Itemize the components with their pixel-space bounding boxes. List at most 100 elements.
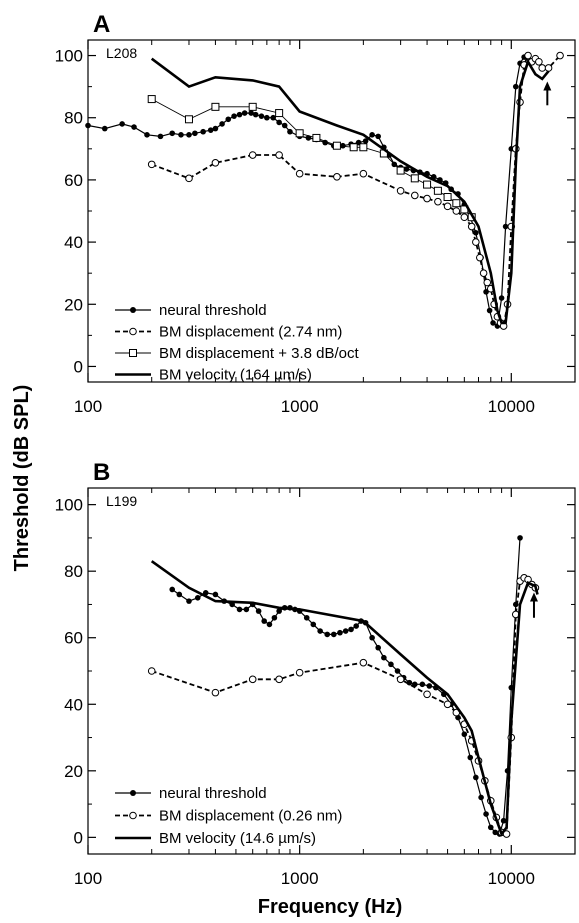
series-neural-threshold-point xyxy=(255,608,262,614)
y-tick-label: 60 xyxy=(64,171,83,190)
legend-label: BM displacement + 3.8 dB/oct xyxy=(159,345,360,362)
series-bm-displacement-2-74-nm-point xyxy=(423,194,431,203)
series-bm-velocity-164-m-s-line xyxy=(150,57,550,325)
series-neural-threshold-point xyxy=(236,606,243,613)
legend-label: BM velocity (164 µm/s) xyxy=(159,367,312,384)
series-bm-displacement-0-26-nm-point xyxy=(248,675,257,684)
series-neural-threshold-point xyxy=(207,127,214,133)
series-neural-threshold-point xyxy=(212,591,219,598)
series-neural-threshold-point xyxy=(340,142,346,149)
series-neural-threshold-point xyxy=(512,83,519,90)
legend-marker xyxy=(129,811,137,820)
series-neural-threshold-point xyxy=(169,130,176,137)
legend-marker xyxy=(130,307,136,313)
y-tick-label: 80 xyxy=(64,562,83,581)
series-neural-threshold-point xyxy=(478,794,484,801)
series-neural-threshold-point xyxy=(330,631,337,638)
series-neural-threshold-point xyxy=(348,626,354,633)
series-neural-threshold-point xyxy=(178,132,184,138)
y-tick-label: 100 xyxy=(55,47,83,66)
series-bm-displacement-0-26-nm-point xyxy=(275,675,283,684)
series-bm-displacement-2-74-nm-point xyxy=(476,253,484,262)
series-neural-threshold-point xyxy=(186,132,192,138)
series-bm-displacement-2-74-nm-point xyxy=(443,202,452,211)
series-neural-threshold-point xyxy=(186,598,192,604)
y-tick-label: 80 xyxy=(64,109,83,128)
series-neural-threshold-point xyxy=(342,628,349,634)
series-bm-displacement-3-8-db-oct-point xyxy=(184,115,193,124)
series-neural-threshold-point xyxy=(271,614,278,621)
series-neural-threshold-point xyxy=(219,121,225,127)
series-neural-threshold-point xyxy=(157,133,164,140)
legend-label: BM displacement (0.26 nm) xyxy=(159,808,342,825)
legend-label: neural threshold xyxy=(159,785,267,802)
series-bm-displacement-3-8-db-oct-point xyxy=(147,95,156,104)
series-bm-displacement-0-26-nm-point xyxy=(211,688,220,697)
series-neural-threshold-point xyxy=(225,116,232,123)
series-bm-displacement-3-8-db-oct-point xyxy=(443,193,452,202)
series-bm-displacement-2-74-nm-point xyxy=(396,186,405,195)
series-neural-threshold-point xyxy=(276,608,282,614)
series-neural-threshold-point xyxy=(101,125,108,132)
series-neural-threshold-point xyxy=(500,817,507,824)
y-axis-title: Threshold (dB SPL) xyxy=(11,385,33,572)
series-bm-displacement-2-74-nm-point xyxy=(295,169,304,178)
series-bm-displacement-2-74-nm-point xyxy=(333,173,341,181)
legend-marker xyxy=(130,790,136,796)
series-bm-displacement-2-74-nm-point xyxy=(556,51,564,60)
series-neural-threshold-point xyxy=(131,124,137,130)
series-neural-threshold-point xyxy=(119,121,125,127)
series-neural-threshold-point xyxy=(492,829,499,836)
y-tick-label: 0 xyxy=(74,828,83,847)
series-bm-displacement-3-8-db-oct-point xyxy=(211,102,220,111)
series-bm-displacement-3-8-db-oct-point xyxy=(332,141,341,150)
series-neural-threshold-point xyxy=(144,132,150,138)
series-neural-threshold-point xyxy=(310,621,317,628)
series-bm-displacement-2-74-nm-point xyxy=(185,174,193,183)
series-neural-threshold-point xyxy=(337,629,343,636)
legend-marker xyxy=(129,327,137,336)
series-neural-threshold-point xyxy=(381,654,387,661)
x-tick-label: 1000 xyxy=(281,397,319,416)
y-tick-label: 40 xyxy=(64,233,83,252)
series-bm-displacement-0-26-nm-point xyxy=(295,668,304,677)
series-bm-displacement-0-26-nm-point xyxy=(423,690,431,699)
recording-id: L199 xyxy=(106,493,137,509)
series-bm-displacement-3-8-db-oct-point xyxy=(295,129,304,138)
series-bm-displacement-2-74-nm-point xyxy=(147,160,156,169)
series-bm-displacement-0-26-nm-point xyxy=(443,700,452,709)
series-bm-displacement-2-74-nm-point xyxy=(524,51,532,60)
series-bm-displacement-0-26-nm-point xyxy=(147,667,156,675)
x-tick-label: 100 xyxy=(74,397,102,416)
series-neural-threshold-point xyxy=(498,295,505,301)
recording-id: L208 xyxy=(106,45,137,61)
series-bm-displacement-2-74-nm-point xyxy=(460,213,469,222)
series-neural-threshold-point xyxy=(270,114,277,121)
series-bm-displacement-3-8-db-oct-point xyxy=(275,109,284,118)
series-neural-threshold-point xyxy=(317,628,323,634)
series-bm-displacement-2-74-nm-point xyxy=(211,159,220,167)
series-neural-threshold-point xyxy=(243,606,250,613)
series-neural-threshold-point xyxy=(362,138,369,144)
series-bm-displacement-0-26-nm-point xyxy=(396,675,405,684)
series-neural-threshold-point xyxy=(353,623,359,629)
legend: neural threshold BM displacement (2.74 nm… xyxy=(115,302,360,384)
y-tick-label: 20 xyxy=(64,762,83,781)
series-bm-displacement-3-8-db-oct-point xyxy=(312,133,321,142)
series-neural-threshold-point xyxy=(266,621,273,628)
series-neural-threshold-point xyxy=(252,111,259,118)
series-bm-displacement-2-74-nm-point xyxy=(275,151,283,159)
y-tick-label: 0 xyxy=(74,357,83,376)
series-neural-threshold-point xyxy=(517,535,523,541)
series-neural-threshold-point xyxy=(483,811,489,817)
series-neural-threshold-point xyxy=(258,113,265,119)
series-neural-threshold-point xyxy=(467,754,474,761)
series-bm-displacement-3-8-db-oct-point xyxy=(349,143,358,152)
series-neural-threshold-point xyxy=(248,110,254,116)
legend-label: BM velocity (14.6 µm/s) xyxy=(159,830,316,847)
series-bm-velocity-14-6-m-s-line xyxy=(150,560,539,837)
series-neural-threshold-point xyxy=(176,591,183,598)
series-neural-threshold-point xyxy=(192,130,198,137)
series-neural-threshold-point xyxy=(487,824,494,831)
